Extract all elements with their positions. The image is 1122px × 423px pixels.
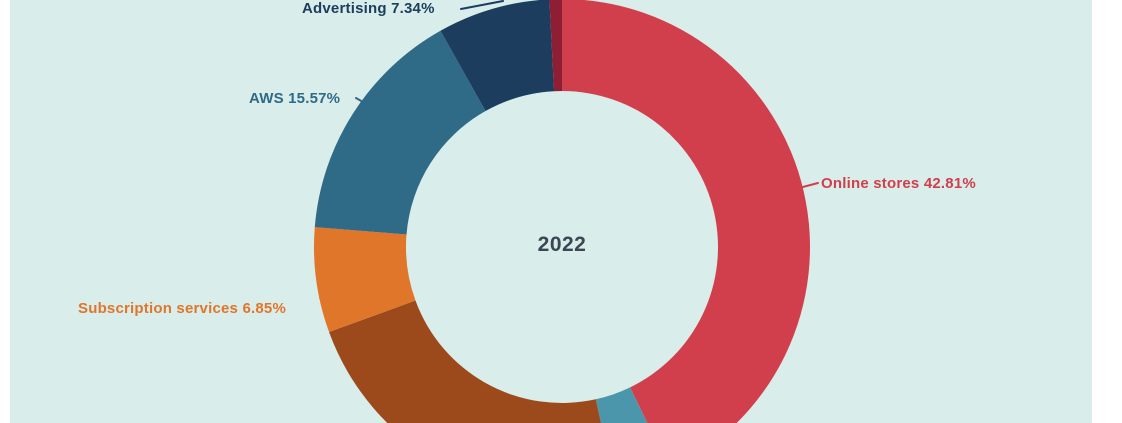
leader-lines-group (319, 0, 819, 299)
donut-slice-5[interactable] (440, 0, 555, 112)
donut-slice-6[interactable] (549, 0, 562, 92)
label-aws: AWS 15.57% (249, 90, 341, 107)
frame-right-strip (1092, 0, 1122, 423)
donut-slice-1[interactable] (595, 387, 671, 423)
donut-slice-2[interactable] (329, 300, 616, 423)
label-advertising: Advertising 7.34% (302, 0, 435, 17)
leader-line (355, 97, 385, 115)
donut-slices-group (314, 0, 810, 423)
donut-center-year-label: 2022 (537, 233, 587, 256)
leader-line (798, 182, 819, 189)
leader-line (460, 0, 504, 10)
donut-slice-4[interactable] (314, 30, 486, 235)
frame-left-strip (0, 0, 10, 423)
label-subscription-services: Subscription services 6.85% (78, 300, 286, 317)
donut-slice-0[interactable] (562, 0, 810, 423)
label-online-stores: Online stores 42.81% (821, 175, 976, 192)
donut-slice-3[interactable] (314, 227, 416, 333)
leader-line (319, 270, 332, 299)
